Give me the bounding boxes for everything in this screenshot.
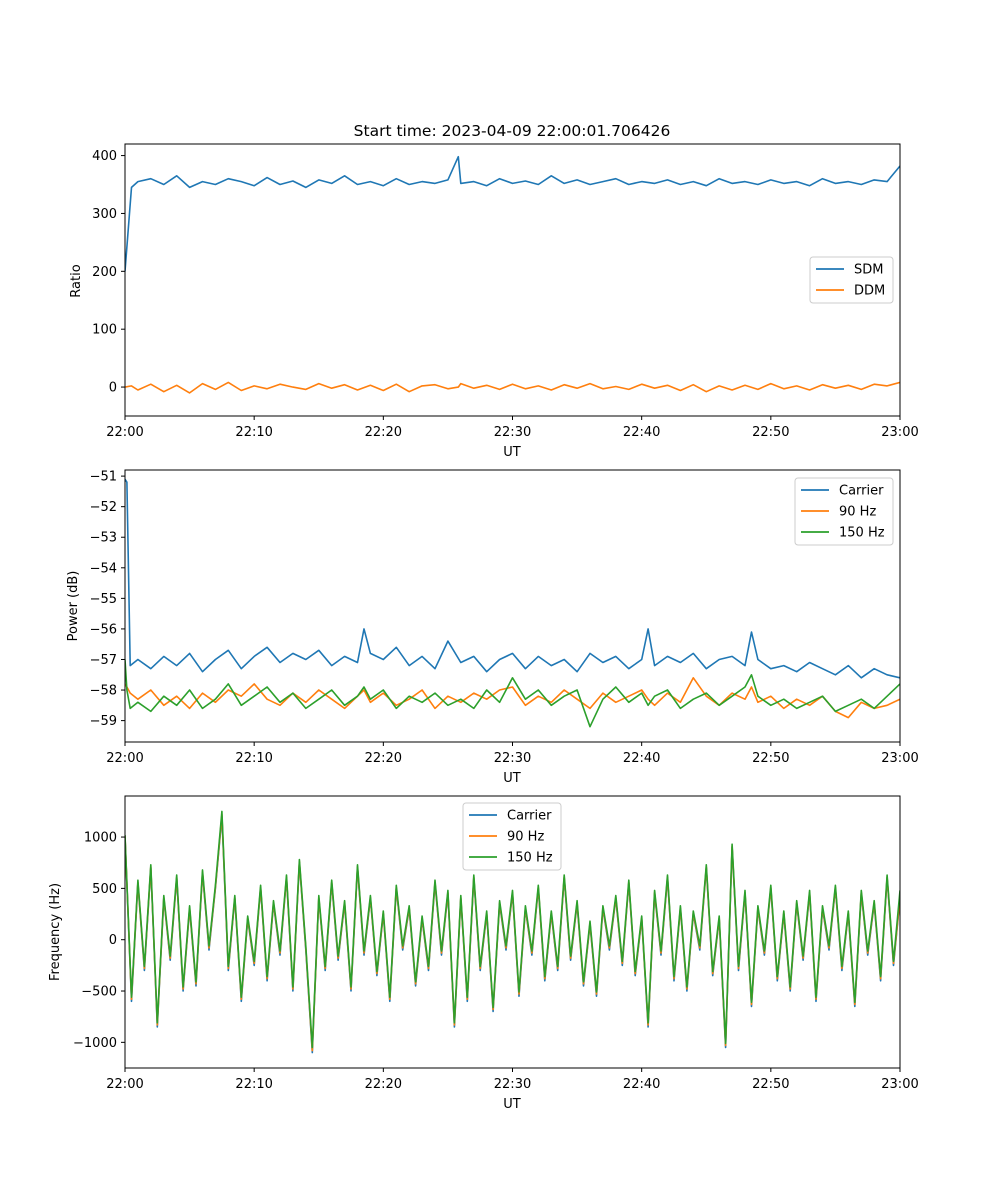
x-tick-label: 22:00 xyxy=(106,425,143,440)
series-line-carrier xyxy=(125,478,900,679)
y-tick-label: 500 xyxy=(92,882,117,897)
x-tick-label: 22:20 xyxy=(365,751,402,766)
y-tick-label: −58 xyxy=(90,684,117,699)
y-tick-label: 100 xyxy=(92,323,117,338)
ratio-panel: Ratio UT 22:00 22:10 22:20 22:30 22:40 22:50 2… xyxy=(69,143,919,460)
y-tick-label: −56 xyxy=(90,622,117,637)
x-tick-label: 23:00 xyxy=(881,1077,918,1092)
y-tick-label: −52 xyxy=(90,500,117,515)
figure-title: Start time: 2023-04-09 22:00:01.706426 xyxy=(354,122,671,140)
x-tick-label: 23:00 xyxy=(881,751,918,766)
plot-frame xyxy=(124,143,901,417)
legend-entry: 90 Hz xyxy=(839,505,876,520)
y-tick-label: −55 xyxy=(90,592,117,607)
x-tick-label: 22:10 xyxy=(235,425,272,440)
x-tick-label: 22:30 xyxy=(494,751,531,766)
legend-entry: 150 Hz xyxy=(507,851,553,866)
x-tick-label: 22:50 xyxy=(752,751,789,766)
x-tick-label: 22:30 xyxy=(494,425,531,440)
legend-entry: Carrier xyxy=(839,484,884,499)
x-tick-label: 22:00 xyxy=(106,751,143,766)
x-tick-label: 22:10 xyxy=(235,1077,272,1092)
ratio-x-axis-label: UT xyxy=(503,445,521,460)
x-tick-label: 22:40 xyxy=(623,751,660,766)
legend-entry: DDM xyxy=(854,284,885,299)
x-tick-label: 22:10 xyxy=(235,751,272,766)
frequency-x-axis-label: UT xyxy=(503,1097,521,1112)
x-tick-label: 22:40 xyxy=(623,1077,660,1092)
legend-entry: 150 Hz xyxy=(839,526,885,541)
y-tick-label: −59 xyxy=(90,714,117,729)
power-panel: Power (dB) UT 22:00 22:10 22:20 22:30 22:40 2… xyxy=(66,469,919,786)
ratio-y-axis-label: Ratio xyxy=(69,264,84,297)
y-tick-label: −1000 xyxy=(73,1036,117,1051)
y-tick-label: −53 xyxy=(90,531,117,546)
frequency-y-axis-label: Frequency (Hz) xyxy=(48,883,63,981)
y-tick-label: 0 xyxy=(109,381,117,396)
series-line-150-hz xyxy=(125,810,900,1049)
y-tick-label: 1000 xyxy=(84,831,117,846)
legend: SDM DDM xyxy=(809,256,894,304)
series-line-90-hz xyxy=(125,676,900,719)
x-tick-label: 22:20 xyxy=(365,1077,402,1092)
power-y-axis-label: Power (dB) xyxy=(66,571,81,642)
x-tick-label: 23:00 xyxy=(881,425,918,440)
legend: Carrier 90 Hz 150 Hz xyxy=(794,477,894,546)
x-tick-label: 22:50 xyxy=(752,425,789,440)
x-tick-label: 22:50 xyxy=(752,1077,789,1092)
x-tick-label: 22:20 xyxy=(365,425,402,440)
y-tick-label: 400 xyxy=(92,149,117,164)
legend: Carrier 90 Hz 150 Hz xyxy=(462,802,562,871)
series-line-150-hz xyxy=(125,659,900,728)
y-tick-label: 300 xyxy=(92,207,117,222)
series-line-sdm xyxy=(125,155,900,272)
frequency-panel: Frequency (Hz) UT 22:00 22:10 22:20 22:30 22… xyxy=(48,795,919,1112)
y-tick-label: −51 xyxy=(90,470,117,485)
legend-entry: SDM xyxy=(854,263,883,278)
x-tick-label: 22:40 xyxy=(623,425,660,440)
plot-frame xyxy=(124,469,901,743)
x-tick-label: 22:30 xyxy=(494,1077,531,1092)
x-tick-label: 22:00 xyxy=(106,1077,143,1092)
y-tick-label: 0 xyxy=(109,933,117,948)
legend-entry: 90 Hz xyxy=(507,830,544,845)
series-line-ddm xyxy=(125,381,900,394)
y-tick-label: −54 xyxy=(90,561,117,576)
y-tick-label: −500 xyxy=(81,985,117,1000)
y-tick-label: 200 xyxy=(92,265,117,280)
legend-entry: Carrier xyxy=(507,809,552,824)
power-x-axis-label: UT xyxy=(503,771,521,786)
y-tick-label: −57 xyxy=(90,653,117,668)
